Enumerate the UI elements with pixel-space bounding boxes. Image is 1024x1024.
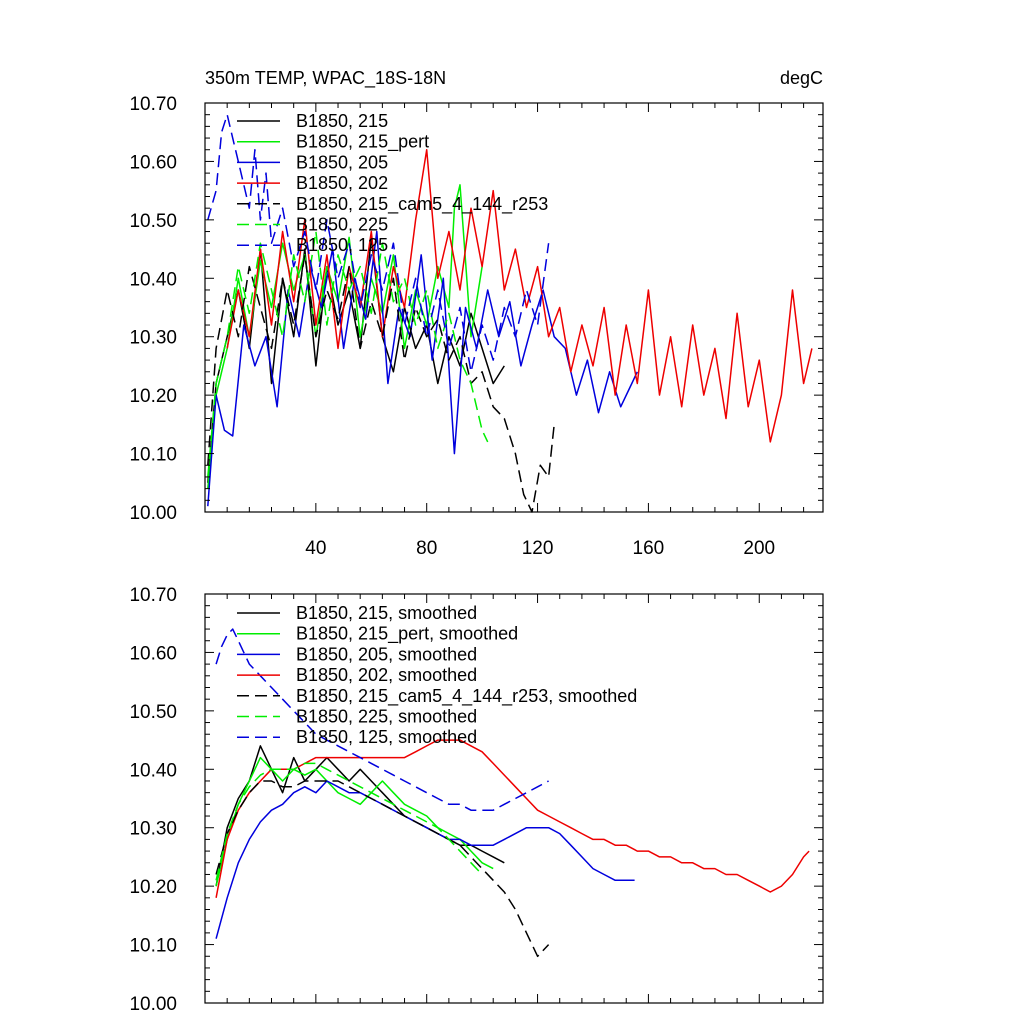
y-tick-label: 10.60 xyxy=(129,152,177,173)
y-tick-label: 10.70 xyxy=(129,94,177,115)
legend-label: B1850, 205 xyxy=(296,152,388,172)
bottom-panel: 10.00 10.10 10.20 10.30 10.40 10.50 10.60 10.70… xyxy=(129,585,824,1015)
series-line xyxy=(215,739,810,898)
legend-label: B1850, 215_pert, smoothed xyxy=(296,624,518,645)
series-line xyxy=(215,780,635,939)
y-tick-label: 10.30 xyxy=(129,819,177,840)
series-line xyxy=(215,762,483,881)
legend-label: B1850, 125, smoothed xyxy=(296,727,477,747)
y-tick-label: 10.60 xyxy=(129,643,177,664)
plot-area xyxy=(215,628,810,958)
x-tick-label: 120 xyxy=(522,538,554,559)
legend-label: B1850, 125 xyxy=(296,235,388,255)
y-tick-label: 10.20 xyxy=(129,386,177,407)
y-tick-label: 10.20 xyxy=(129,877,177,898)
y-tick-label: 10.70 xyxy=(129,585,177,606)
x-tick-label: 160 xyxy=(633,538,665,559)
y-tick-label: 10.30 xyxy=(129,328,177,349)
plot-area xyxy=(207,113,813,513)
y-tick-label: 10.00 xyxy=(129,994,177,1015)
axes: 10.00 10.10 10.20 10.30 10.40 10.50 10.60 10.70… xyxy=(129,94,823,559)
y-tick-label: 10.50 xyxy=(129,211,177,232)
legend-label: B1850, 215_cam5_4_144_r253 xyxy=(296,194,548,215)
y-tick-label: 10.40 xyxy=(129,269,177,290)
series-line xyxy=(226,148,813,443)
y-tick-label: 10.50 xyxy=(129,702,177,723)
axes: 10.00 10.10 10.20 10.30 10.40 10.50 10.60 10.70 xyxy=(129,585,823,1015)
series-line xyxy=(215,756,494,887)
series-line xyxy=(207,254,555,513)
plot-frame xyxy=(204,593,824,1004)
legend-label: B1850, 202 xyxy=(296,173,388,193)
series-line xyxy=(215,780,550,958)
legend-label: B1850, 215 xyxy=(296,111,388,131)
series-line xyxy=(207,113,550,373)
y-tick-label: 10.10 xyxy=(129,445,177,466)
top-panel: 350m TEMP, WPAC_18S-18N degC 10.0010.101… xyxy=(129,68,824,559)
series-line xyxy=(207,230,638,507)
legend-label: B1850, 225, smoothed xyxy=(296,707,477,727)
plot-frame xyxy=(204,102,824,513)
legend-label: B1850, 202, smoothed xyxy=(296,665,477,685)
x-tick-label: 200 xyxy=(743,538,775,559)
x-tick-label: 40 xyxy=(305,538,326,559)
x-tick-label: 80 xyxy=(416,538,437,559)
series-line xyxy=(215,628,549,811)
legend-label: B1850, 205, smoothed xyxy=(296,644,477,664)
y-tick-label: 10.40 xyxy=(129,760,177,781)
chart-title: 350m TEMP, WPAC_18S-18N xyxy=(205,68,446,89)
y-tick-label: 10.00 xyxy=(129,503,177,524)
units-label: degC xyxy=(780,68,823,88)
legend-label: B1850, 215_cam5_4_144_r253, smoothed xyxy=(296,686,637,707)
y-tick-label: 10.10 xyxy=(129,936,177,957)
series-line xyxy=(215,745,505,887)
legend-label: B1850, 215, smoothed xyxy=(296,603,477,623)
legend-label: B1850, 225 xyxy=(296,215,388,235)
legend-label: B1850, 215_pert xyxy=(296,132,429,153)
